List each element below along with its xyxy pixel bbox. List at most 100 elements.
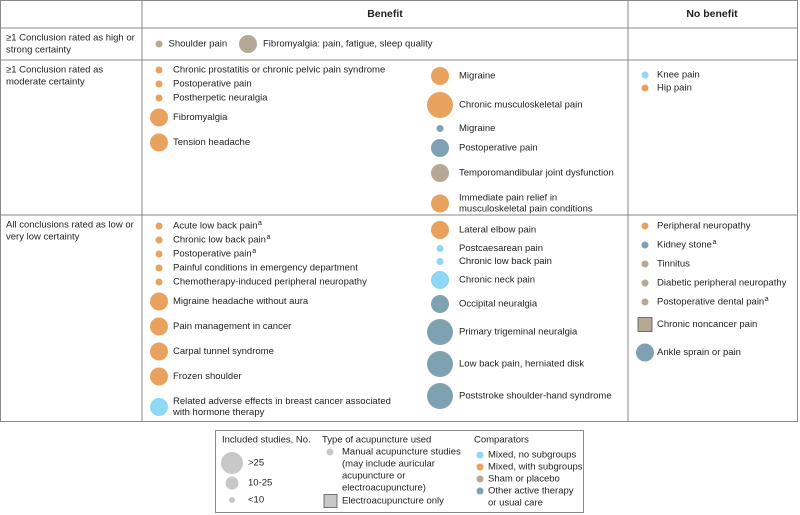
item-label: Tension headache	[173, 137, 250, 148]
legend-size	[221, 452, 243, 474]
bubble	[641, 84, 649, 92]
legend-label: >25	[248, 458, 264, 469]
bubble	[641, 222, 649, 230]
bubble	[150, 342, 168, 361]
item-label: with hormone therapy	[172, 407, 265, 418]
item-label: Chronic neck pain	[459, 275, 535, 286]
legend-title: Included studies, No.	[222, 435, 311, 446]
item-label: Postoperative dental pain	[657, 297, 764, 308]
legend-label: Mixed, no subgroups	[488, 450, 576, 461]
item-label: Chronic low back pain	[173, 235, 266, 246]
item-label: Frozen shoulder	[173, 371, 242, 382]
bubble	[431, 139, 449, 157]
item-label: Kidney stone	[657, 240, 712, 251]
bubble	[427, 383, 453, 409]
bubble	[431, 67, 449, 85]
item-label: Lateral elbow pain	[459, 225, 536, 236]
item-label: Chronic noncancer pain	[657, 319, 757, 330]
bubble	[155, 66, 163, 74]
footnote-mark: a	[252, 248, 256, 255]
legend-label: Sham or placebo	[488, 474, 560, 485]
item-label: Knee pain	[657, 70, 700, 81]
bubble	[155, 40, 163, 48]
bubble	[641, 71, 649, 79]
bubble	[436, 245, 444, 252]
bubble	[641, 298, 649, 306]
bubble	[427, 92, 453, 118]
bubble	[150, 292, 168, 311]
footnote-mark: a	[266, 234, 270, 241]
item-label: Carpal tunnel syndrome	[173, 346, 274, 357]
footnote-mark: a	[765, 296, 769, 303]
legend-label: (may include auricular	[342, 459, 435, 470]
item-label: Chronic musculoskeletal pain	[459, 100, 583, 111]
item-label: Postoperative pain	[173, 79, 252, 90]
bubble	[431, 295, 449, 313]
item-label: Migraine	[459, 123, 495, 134]
bubble	[431, 271, 449, 289]
legend-label: acupuncture or	[342, 471, 405, 482]
bubble	[155, 278, 163, 286]
bubble	[431, 164, 449, 182]
item-label: Pain management in cancer	[173, 321, 291, 332]
item-label: Tinnitus	[657, 259, 690, 270]
square-marker	[637, 317, 653, 332]
row-label: ≥1 Conclusion rated as	[6, 65, 103, 76]
item-label: Chronic prostatitis or chronic pelvic pa…	[173, 65, 385, 76]
bubble	[239, 35, 257, 53]
legend-color	[476, 487, 484, 495]
row-label: strong certainty	[6, 45, 71, 56]
item-label: Migraine	[459, 71, 495, 82]
bubble	[155, 250, 163, 258]
legend-color	[476, 451, 484, 459]
bubble	[150, 108, 168, 127]
bubble	[155, 94, 163, 102]
bubble	[155, 80, 163, 88]
item-label: Low back pain, herniated disk	[459, 359, 584, 370]
item-label: Painful conditions in emergency departme…	[173, 263, 358, 274]
bubble	[641, 279, 649, 287]
item-label: Fibromyalgia: pain, fatigue, sleep quali…	[263, 39, 433, 50]
footnote-mark: a	[712, 239, 716, 246]
item-label: Postoperative pain	[173, 249, 252, 260]
item-label: Diabetic peripheral neuropathy	[657, 278, 787, 289]
item-label: Shoulder pain	[169, 39, 228, 50]
bubble	[427, 319, 453, 345]
bubble	[431, 194, 449, 213]
bubble	[150, 367, 168, 386]
item-label: Poststroke shoulder-hand syndrome	[459, 391, 612, 402]
bubble	[155, 236, 163, 244]
row-label: moderate certainty	[6, 77, 85, 88]
item-label: Occipital neuralgia	[459, 299, 538, 310]
legend-label: <10	[248, 495, 264, 506]
legend-title: Type of acupuncture used	[322, 435, 431, 446]
legend-size	[229, 497, 235, 503]
legend-box	[215, 430, 584, 513]
legend-color	[476, 463, 484, 471]
bubble	[427, 351, 453, 377]
table-border	[0, 0, 798, 422]
row-label: All conclusions rated as low or	[6, 220, 134, 231]
legend-label: Mixed, with subgroups	[488, 462, 583, 473]
legend-title: Comparators	[474, 435, 529, 446]
bubble	[641, 241, 649, 249]
item-label: Hip pain	[657, 83, 692, 94]
footnote-mark: a	[258, 220, 262, 227]
item-label: Chemotherapy-induced peripheral neuropat…	[173, 277, 367, 288]
bubble	[155, 264, 163, 272]
bubble	[150, 317, 168, 336]
column-header: No benefit	[686, 8, 738, 20]
item-label: Postoperative pain	[459, 143, 538, 154]
item-label: Chronic low back pain	[459, 256, 552, 267]
bubble	[436, 125, 444, 132]
bubble	[155, 222, 163, 230]
bubble	[641, 260, 649, 268]
legend-label: Manual acupuncture studies	[342, 447, 461, 458]
item-label: Immediate pain relief in	[459, 193, 557, 204]
bubble	[636, 343, 654, 362]
legend-label: 10-25	[248, 478, 272, 489]
item-label: Postherpetic neuralgia	[173, 93, 268, 104]
item-label: Related adverse effects in breast cancer…	[173, 396, 391, 407]
bubble	[431, 221, 449, 239]
